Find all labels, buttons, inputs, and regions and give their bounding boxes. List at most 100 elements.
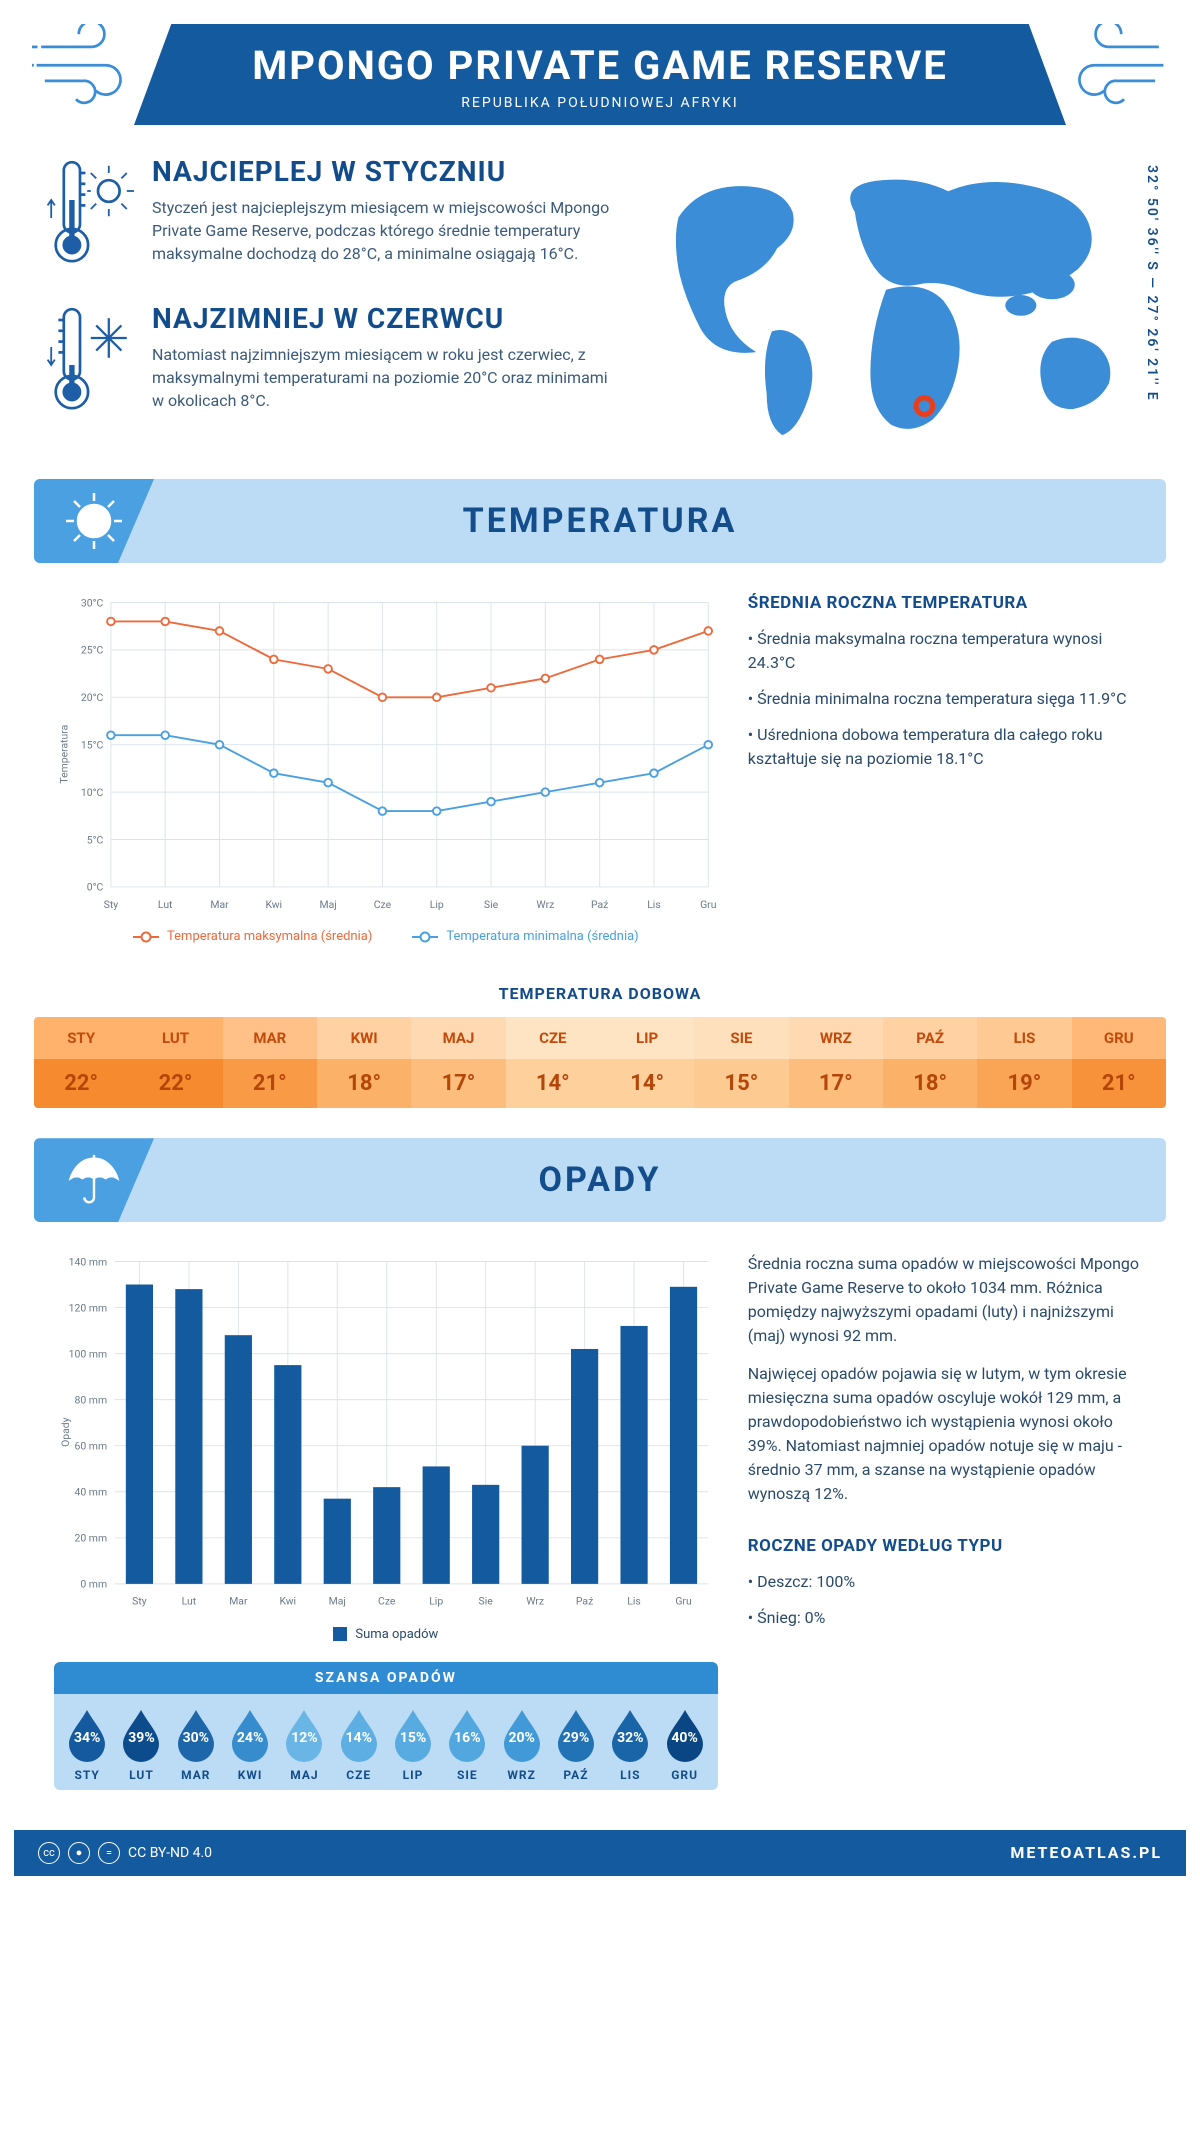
- chance-month: PAŹ: [549, 1768, 603, 1782]
- precip-side-p1: Średnia roczna suma opadów w miejscowośc…: [748, 1252, 1146, 1348]
- raindrop-icon: 34%: [65, 1708, 109, 1762]
- legend-item: Suma opadów: [333, 1627, 438, 1642]
- chance-cell: 39%LUT: [114, 1708, 168, 1782]
- daily-temp-value: 17°: [411, 1059, 505, 1108]
- raindrop-icon: 40%: [663, 1708, 707, 1762]
- daily-temp-heading: TEMPERATURA DOBOWA: [14, 984, 1186, 1003]
- chance-month: LIP: [386, 1768, 440, 1782]
- daily-temp-month: WRZ: [789, 1017, 883, 1059]
- raindrop-icon: 30%: [174, 1708, 218, 1762]
- chance-row: 34%STY39%LUT30%MAR24%KWI12%MAJ14%CZE15%L…: [54, 1694, 718, 1790]
- precip-side-col: Średnia roczna suma opadów w miejscowośc…: [748, 1252, 1146, 1789]
- thermometer-snow-icon: [44, 302, 134, 423]
- svg-text:Paź: Paź: [591, 898, 608, 911]
- svg-text:Sty: Sty: [104, 898, 119, 911]
- top-info-left: NAJCIEPLEJ W STYCZNIU Styczeń jest najci…: [44, 155, 617, 449]
- wind-icon: [1058, 24, 1168, 114]
- chance-month: WRZ: [495, 1768, 549, 1782]
- legend-label: Temperatura maksymalna (średnia): [167, 929, 372, 944]
- legend-item: Temperatura maksymalna (średnia): [133, 929, 372, 944]
- svg-text:Gru: Gru: [675, 1595, 692, 1608]
- raindrop-icon: 14%: [337, 1708, 381, 1762]
- chance-month: LIS: [603, 1768, 657, 1782]
- coldest-block: NAJZIMNIEJ W CZERWCU Natomiast najzimnie…: [44, 302, 617, 423]
- temp-side-list: Średnia maksymalna roczna temperatura wy…: [748, 627, 1146, 771]
- svg-text:Sty: Sty: [132, 1595, 147, 1608]
- hottest-block: NAJCIEPLEJ W STYCZNIU Styczeń jest najci…: [44, 155, 617, 276]
- precip-legend: Suma opadów: [54, 1627, 718, 1642]
- chance-month: CZE: [332, 1768, 386, 1782]
- daily-temp-month: MAJ: [411, 1017, 505, 1059]
- temp-chart-col: 0°C5°C10°C15°C20°C25°C30°CStyLutMarKwiMa…: [54, 593, 718, 944]
- chance-month: SIE: [440, 1768, 494, 1782]
- svg-text:25°C: 25°C: [81, 644, 104, 657]
- legend-label: Temperatura minimalna (średnia): [446, 929, 638, 944]
- chance-month: STY: [60, 1768, 114, 1782]
- chance-month: MAJ: [277, 1768, 331, 1782]
- hottest-title: NAJCIEPLEJ W STYCZNIU: [152, 155, 617, 188]
- hottest-text: Styczeń jest najcieplejszym miesiącem w …: [152, 196, 617, 266]
- svg-text:Lut: Lut: [158, 898, 173, 911]
- temp-side-col: ŚREDNIA ROCZNA TEMPERATURA Średnia maksy…: [748, 593, 1146, 944]
- chance-month: KWI: [223, 1768, 277, 1782]
- chance-cell: 16%SIE: [440, 1708, 494, 1782]
- svg-text:0°C: 0°C: [87, 881, 104, 894]
- daily-temp-value: 14°: [506, 1059, 600, 1108]
- precip-bar-chart: 0 mm20 mm40 mm60 mm80 mm100 mm120 mm140 …: [54, 1252, 718, 1612]
- section-precip-title: OPADY: [539, 1160, 662, 1200]
- chance-cell: 14% CZE: [332, 1708, 386, 1782]
- svg-text:Opady: Opady: [59, 1418, 72, 1448]
- thermometer-sun-icon: [44, 155, 134, 276]
- daily-temp-month: KWI: [317, 1017, 411, 1059]
- section-header-temp: TEMPERATURA: [34, 479, 1166, 563]
- svg-text:Sie: Sie: [479, 1595, 494, 1608]
- daily-temp-value: 22°: [34, 1059, 128, 1108]
- precip-section-body: 0 mm20 mm40 mm60 mm80 mm100 mm120 mm140 …: [14, 1222, 1186, 1799]
- svg-text:60 mm: 60 mm: [75, 1440, 108, 1453]
- svg-text:Maj: Maj: [329, 1595, 346, 1608]
- page-footer: cc ● = CC BY-ND 4.0 METEOATLAS.PL: [14, 1830, 1186, 1876]
- section-temp-title: TEMPERATURA: [463, 501, 738, 541]
- svg-text:20 mm: 20 mm: [75, 1532, 108, 1545]
- daily-temp-value: 19°: [977, 1059, 1071, 1108]
- precip-chart-col: 0 mm20 mm40 mm60 mm80 mm100 mm120 mm140 …: [54, 1252, 718, 1789]
- svg-text:5°C: 5°C: [87, 833, 104, 846]
- temp-side-item: Średnia minimalna roczna temperatura się…: [748, 687, 1146, 711]
- svg-text:Lip: Lip: [430, 898, 444, 911]
- svg-text:Lip: Lip: [429, 1595, 443, 1608]
- svg-text:Wrz: Wrz: [536, 898, 554, 911]
- coldest-text: Natomiast najzimniejszym miesiącem w rok…: [152, 343, 617, 413]
- svg-text:0 mm: 0 mm: [80, 1578, 107, 1591]
- daily-temp-month: CZE: [506, 1017, 600, 1059]
- svg-text:Wrz: Wrz: [526, 1595, 544, 1608]
- svg-text:15°C: 15°C: [81, 739, 104, 752]
- temp-section-body: 0°C5°C10°C15°C20°C25°C30°CStyLutMarKwiMa…: [14, 563, 1186, 954]
- section-header-precip: OPADY: [34, 1138, 1166, 1222]
- precip-type-title: ROCZNE OPADY WEDŁUG TYPU: [748, 1536, 1146, 1556]
- chance-month: GRU: [657, 1768, 711, 1782]
- chance-cell: 30%MAR: [169, 1708, 223, 1782]
- precip-side-p2: Najwięcej opadów pojawia się w lutym, w …: [748, 1362, 1146, 1506]
- daily-temp-value: 21°: [1072, 1059, 1166, 1108]
- daily-temp-month: MAR: [223, 1017, 317, 1059]
- raindrop-icon: 32%: [608, 1708, 652, 1762]
- daily-temp-month: PAŹ: [883, 1017, 977, 1059]
- top-info-row: NAJCIEPLEJ W STYCZNIU Styczeń jest najci…: [14, 125, 1186, 459]
- raindrop-icon: 12%: [282, 1708, 326, 1762]
- temp-legend: Temperatura maksymalna (średnia) Tempera…: [54, 929, 718, 944]
- daily-temp-month: STY: [34, 1017, 128, 1059]
- license-text: CC BY-ND 4.0: [128, 1845, 212, 1861]
- temp-line-chart: 0°C5°C10°C15°C20°C25°C30°CStyLutMarKwiMa…: [54, 593, 718, 915]
- chance-month: LUT: [114, 1768, 168, 1782]
- chance-cell: 20% WRZ: [495, 1708, 549, 1782]
- raindrop-icon: 20%: [500, 1708, 544, 1762]
- precip-chance-strip: SZANSA OPADÓW 34%STY39%LUT30%MAR24%KWI12…: [54, 1662, 718, 1790]
- chance-cell: 40% GRU: [657, 1708, 711, 1782]
- svg-text:140 mm: 140 mm: [69, 1256, 107, 1269]
- svg-text:Kwi: Kwi: [266, 898, 283, 911]
- svg-text:Sie: Sie: [484, 898, 499, 911]
- page-root: MPONGO PRIVATE GAME RESERVE REPUBLIKA PO…: [0, 0, 1200, 1890]
- svg-text:40 mm: 40 mm: [75, 1486, 108, 1499]
- chance-cell: 24%KWI: [223, 1708, 277, 1782]
- svg-text:100 mm: 100 mm: [69, 1348, 107, 1361]
